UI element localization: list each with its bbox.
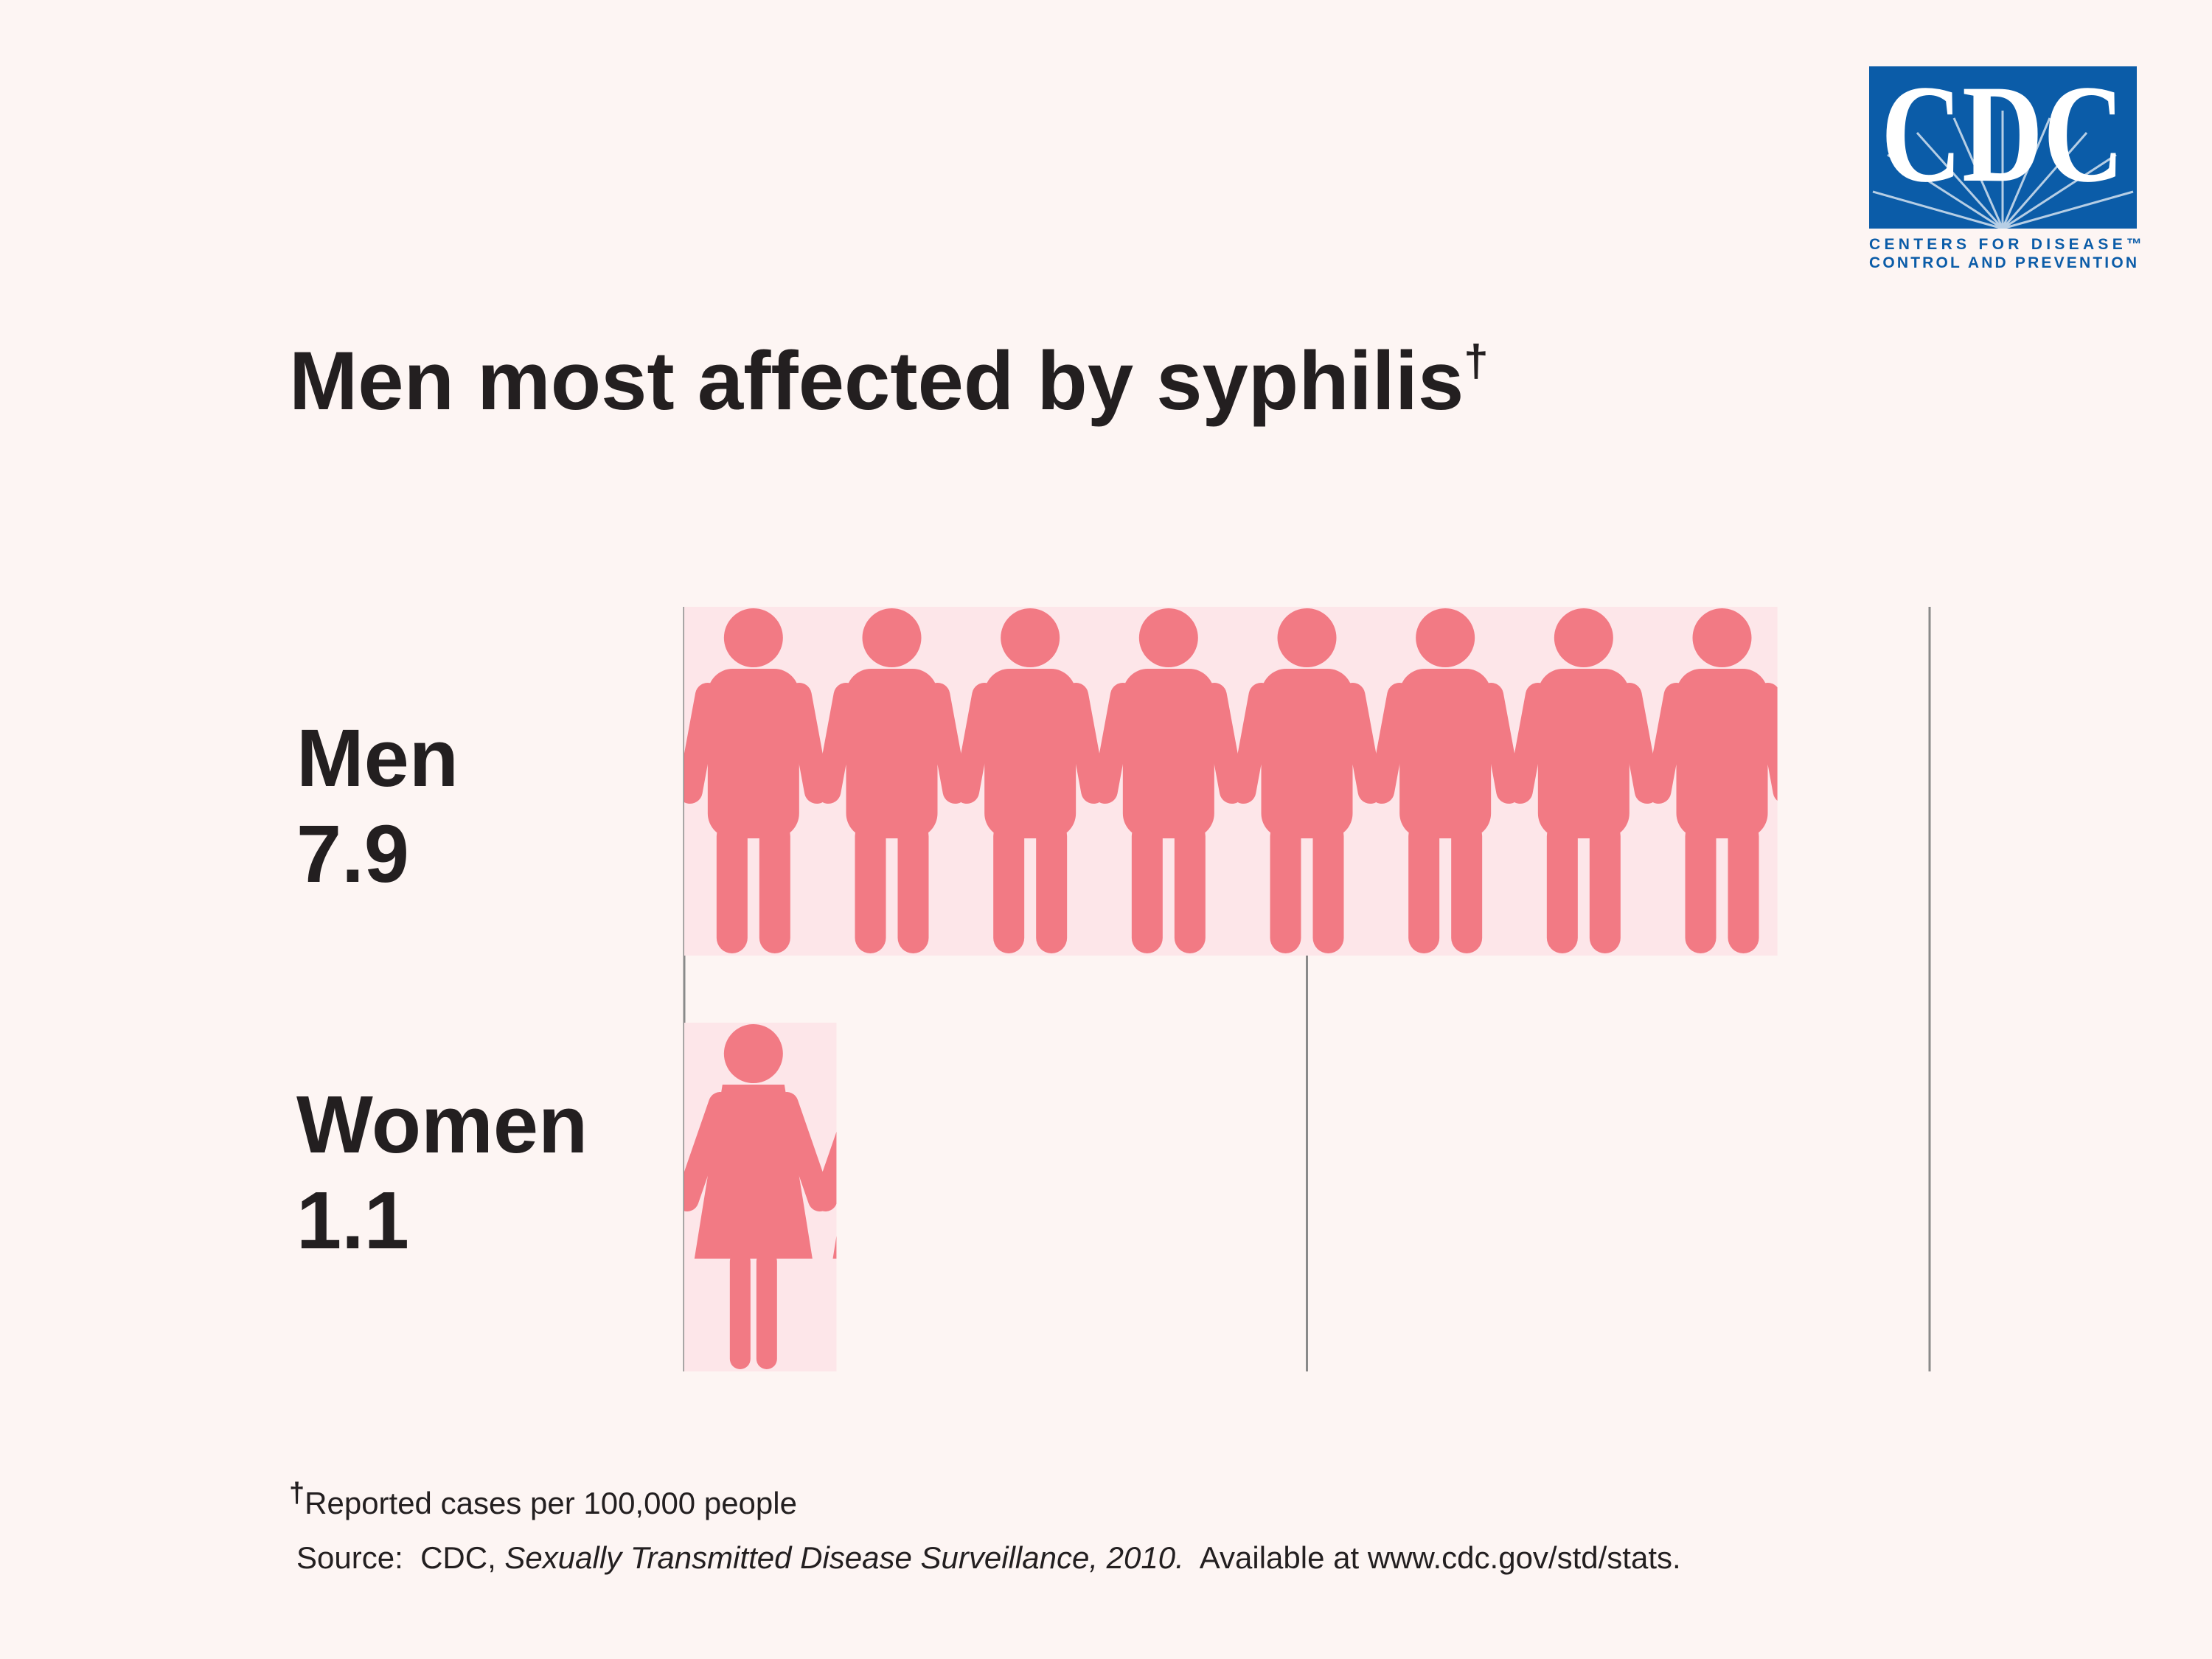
person-arm (1646, 683, 1689, 804)
person-arm (684, 1092, 732, 1211)
footnote: †Reported cases per 100,000 people (289, 1478, 797, 1520)
person-leg (1408, 821, 1440, 953)
person-arm (813, 1131, 837, 1211)
person-arm (954, 683, 998, 804)
person-head (723, 1024, 783, 1083)
person-arm (1063, 683, 1107, 804)
pictogram-icons (684, 608, 1778, 953)
person-leg (895, 1251, 916, 1369)
person-head (863, 1024, 922, 1083)
title-mark: † (1464, 336, 1488, 386)
person-torso (1261, 669, 1353, 838)
person-torso (984, 669, 1077, 838)
person-leg (756, 1251, 777, 1369)
person-leg (1451, 821, 1483, 953)
logo-line: CONTROL AND PREVENTION (1869, 254, 2137, 271)
person-leg (869, 1251, 889, 1369)
person-torso (1399, 669, 1492, 838)
person-leg (1174, 821, 1206, 953)
person-leg (1589, 821, 1621, 953)
source: Source: CDC, Sexually Transmitted Diseas… (296, 1540, 1681, 1575)
person-torso (846, 669, 938, 838)
value-label: 1.1 (296, 1175, 409, 1266)
person-arm (1201, 683, 1245, 804)
logo-line: CENTERS FOR DISEASE™ (1869, 236, 2142, 253)
person-head (1277, 608, 1337, 667)
source-prefix: Source: CDC, (296, 1540, 504, 1575)
person-leg (897, 821, 929, 953)
person-head (1554, 608, 1613, 667)
category-label: Women (296, 1079, 588, 1170)
person-arm (1507, 683, 1551, 804)
footnote-mark: † (289, 1478, 305, 1509)
person-arm (1478, 683, 1522, 804)
person-leg (1036, 821, 1068, 953)
person-leg (993, 821, 1025, 953)
value-label: 7.9 (296, 809, 409, 900)
person-arm (786, 683, 830, 804)
person-head (1692, 608, 1752, 667)
person-leg (1685, 821, 1717, 953)
person-head (1416, 608, 1475, 667)
person-head (1138, 608, 1198, 667)
logo-name: CDC (1881, 57, 2124, 212)
pictogram-icons (684, 1024, 959, 1369)
person-leg (1728, 821, 1759, 953)
person-torso (1676, 669, 1768, 838)
person-leg (1546, 821, 1578, 953)
source-title: Sexually Transmitted Disease Surveillanc… (504, 1540, 1183, 1575)
chart-title: Men most affected by syphilis† (289, 335, 1489, 427)
person-head (1001, 608, 1060, 667)
person-leg (1312, 821, 1344, 953)
person-arm (815, 683, 859, 804)
cdc-logo: CDC CENTERS FOR DISEASE™ CONTROL AND PRE… (1869, 57, 2142, 271)
source-suffix: Available at www.cdc.gov/std/stats. (1184, 1540, 1681, 1575)
person-arm (774, 1092, 832, 1211)
person-arm (1340, 683, 1383, 804)
person-leg (729, 1251, 751, 1369)
person-arm (1755, 683, 1778, 801)
person-arm (1231, 683, 1274, 804)
person-arm (684, 683, 720, 804)
person-dress (832, 1236, 837, 1259)
person-leg (759, 821, 790, 953)
category-label: Men (296, 713, 459, 804)
person-leg (716, 821, 748, 953)
person-arm (1092, 683, 1135, 804)
logo-rays (1872, 111, 2134, 230)
person-leg (1270, 821, 1301, 953)
footnote-text: Reported cases per 100,000 people (305, 1486, 797, 1520)
person-head (723, 608, 783, 667)
title-text: Men most affected by syphilis (289, 335, 1464, 427)
person-torso (707, 669, 799, 838)
person-arm (1616, 683, 1660, 804)
person-head (862, 608, 922, 667)
person-leg (855, 821, 886, 953)
person-torso (1122, 669, 1214, 838)
person-leg (1131, 821, 1163, 953)
person-arm (925, 1104, 959, 1200)
person-torso (1537, 669, 1630, 838)
person-arm (925, 683, 968, 804)
person-arm (1369, 683, 1413, 804)
